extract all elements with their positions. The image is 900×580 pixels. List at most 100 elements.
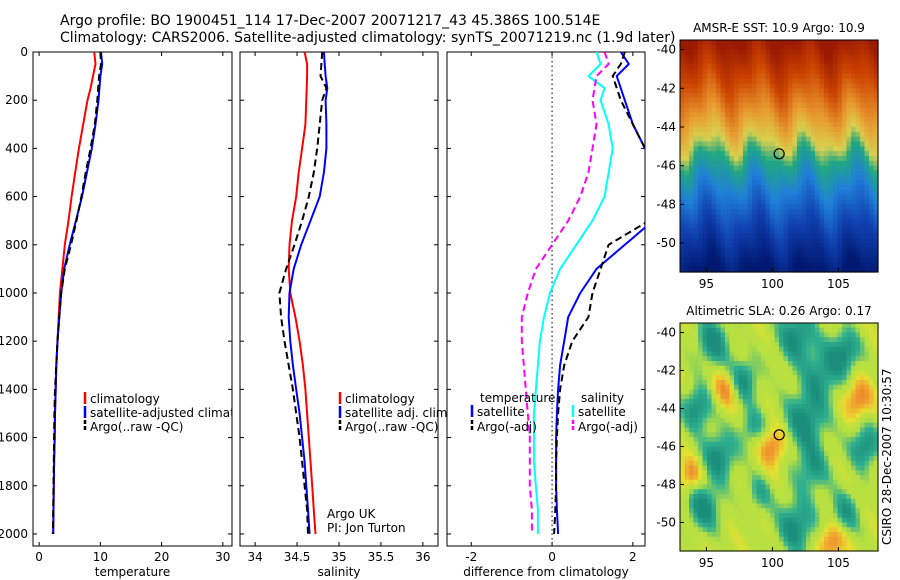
map-cell — [837, 170, 843, 176]
map-cell — [702, 498, 708, 505]
map-cell — [842, 102, 848, 109]
map-cell — [770, 437, 776, 443]
x-tick-label: 35.5 — [368, 550, 395, 564]
map-cell — [711, 437, 717, 443]
map-cell — [828, 546, 834, 552]
map-cell — [806, 165, 812, 172]
map-cell — [756, 199, 762, 205]
map-cell — [815, 44, 821, 51]
map-cell — [774, 370, 780, 376]
map-cell — [873, 40, 879, 46]
map-cell — [792, 40, 798, 46]
map-cell — [684, 204, 690, 210]
map-cell — [747, 413, 753, 419]
map-cell — [756, 262, 762, 268]
map-cell — [824, 384, 830, 391]
map-cell — [788, 342, 794, 348]
map-cell — [743, 180, 749, 186]
map-cell — [680, 117, 686, 123]
panel-salinity: 34 34.5 35 35.5 36salinityclimatologysatelli… — [239, 51, 451, 579]
map-cell — [792, 78, 798, 85]
map-cell — [770, 185, 776, 191]
map-cell — [725, 180, 731, 186]
map-cell — [680, 342, 686, 348]
map-cell — [851, 460, 857, 467]
map-cell — [765, 141, 771, 147]
map-cell — [680, 413, 686, 419]
map-cell — [828, 69, 834, 75]
map-cell — [783, 380, 789, 386]
map-cell — [765, 180, 771, 186]
map-cell — [873, 332, 879, 338]
map-cell — [851, 44, 857, 51]
map-cell — [828, 337, 834, 343]
map-cell — [765, 427, 771, 433]
map-cell — [806, 78, 812, 85]
map-cell — [680, 257, 686, 263]
map-cell — [810, 513, 816, 519]
map-cell — [707, 503, 713, 509]
map-cell — [693, 93, 699, 99]
map-cell — [743, 189, 749, 196]
map-cell — [806, 69, 812, 75]
map-cell — [860, 508, 866, 514]
map-cell — [734, 432, 740, 438]
map-cell — [693, 346, 699, 353]
map-cell — [869, 131, 875, 138]
map-cell — [698, 460, 704, 467]
map-cell — [738, 508, 744, 514]
map-cell — [747, 199, 753, 205]
map-cell — [752, 508, 758, 514]
map-cell — [765, 384, 771, 391]
map-cell — [846, 160, 852, 167]
map-cell — [860, 233, 866, 239]
map-cell — [837, 413, 843, 419]
map-cell — [860, 332, 866, 338]
map-cell — [797, 83, 803, 89]
map-cell — [707, 432, 713, 438]
map-cell — [815, 389, 821, 395]
map-cell — [779, 475, 785, 481]
map-cell — [774, 131, 780, 138]
map-cell — [815, 199, 821, 205]
map-cell — [783, 117, 789, 123]
map-cell — [720, 59, 726, 65]
map-cell — [765, 267, 771, 273]
map-frame — [679, 322, 879, 552]
map-cell — [756, 361, 762, 367]
map-cell — [783, 146, 789, 152]
map-cell — [738, 370, 744, 376]
map-cell — [774, 93, 780, 99]
map-cell — [738, 413, 744, 419]
map-cell — [833, 199, 839, 205]
map-cell — [855, 102, 861, 109]
map-cell — [770, 413, 776, 419]
map-cell — [761, 413, 767, 419]
map-cell — [774, 342, 780, 348]
map-cell — [842, 156, 848, 162]
map-cell — [738, 503, 744, 509]
map-cell — [684, 399, 690, 405]
map-cell — [689, 44, 695, 51]
map-cell — [828, 536, 834, 543]
map-cell — [810, 214, 816, 220]
map-cell — [774, 517, 780, 524]
map-cell — [761, 498, 767, 505]
map-cell — [873, 151, 879, 157]
map-cell — [860, 517, 866, 524]
map-cell — [765, 78, 771, 85]
map-cell — [747, 78, 753, 85]
map-cell — [698, 527, 704, 533]
map-cell — [770, 160, 776, 167]
map-cell — [851, 175, 857, 181]
map-cell — [833, 262, 839, 268]
map-cell — [792, 503, 798, 509]
map-cell — [698, 327, 704, 334]
map-cell — [846, 418, 852, 424]
map-cell — [702, 54, 708, 60]
map-cell — [860, 451, 866, 457]
map-cell — [752, 541, 758, 547]
map-cell — [729, 484, 735, 490]
map-cell — [797, 180, 803, 186]
map-cell — [716, 356, 722, 362]
